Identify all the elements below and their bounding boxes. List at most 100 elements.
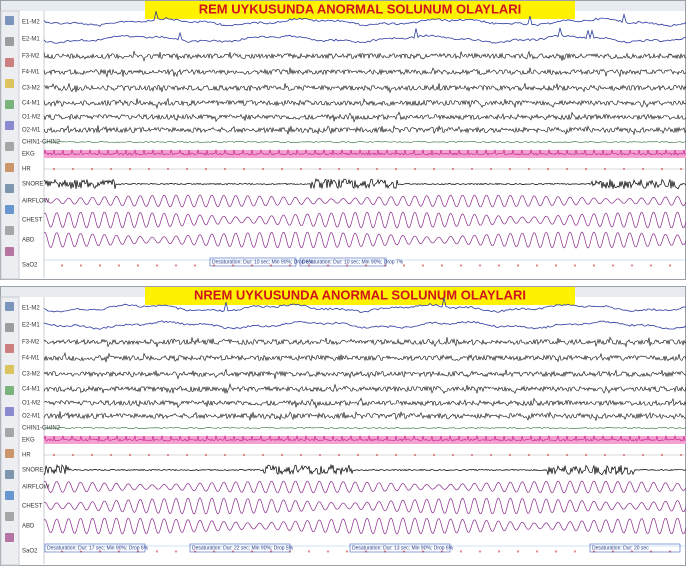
- sao2-marker: *: [232, 264, 235, 271]
- hr-dot: [490, 454, 492, 456]
- sao2-marker: *: [289, 550, 292, 557]
- hr-dot: [585, 454, 587, 456]
- sao2-marker: *: [175, 550, 178, 557]
- hr-dot: [186, 454, 188, 456]
- trace: [43, 148, 686, 156]
- sao2-marker: *: [460, 550, 463, 557]
- tool-icon: [5, 428, 14, 437]
- tool-icon: [5, 512, 14, 521]
- sao2-marker: *: [213, 264, 216, 271]
- sao2-marker: *: [536, 550, 539, 557]
- hr-dot: [357, 454, 359, 456]
- hr-dot: [91, 168, 93, 170]
- hr-dot: [53, 454, 55, 456]
- channel-label: CHEST: [22, 504, 43, 510]
- channel-label: F4-M1: [22, 356, 40, 362]
- sao2-marker: *: [118, 264, 121, 271]
- event-box: [349, 543, 451, 553]
- hr-dot: [604, 454, 606, 456]
- hr-dot: [642, 454, 644, 456]
- panel-title: REM UYKUSUNDA ANORMAL SOLUNUM OLAYLARI: [199, 1, 522, 16]
- sao2-marker: *: [194, 264, 197, 271]
- trace: [43, 336, 686, 348]
- tool-icon: [5, 470, 14, 479]
- trace: [43, 27, 686, 44]
- sao2-marker: *: [308, 264, 311, 271]
- sao2-marker: *: [156, 550, 159, 557]
- trace: [43, 211, 686, 229]
- sao2-marker: *: [422, 550, 425, 557]
- sao2-marker: *: [593, 264, 596, 271]
- trace: [43, 368, 686, 380]
- channel-label: C3-M2: [22, 86, 41, 92]
- sao2-marker: *: [517, 550, 520, 557]
- sao2-marker: *: [251, 264, 254, 271]
- hr-dot: [433, 454, 435, 456]
- hr-dot: [642, 168, 644, 170]
- sao2-marker: *: [650, 550, 653, 557]
- event-label: Desaturation: Dur: 17 sec; Min 90%; Drop…: [47, 545, 149, 551]
- sao2-marker: *: [631, 264, 634, 271]
- hr-dot: [547, 168, 549, 170]
- sao2-marker: *: [574, 264, 577, 271]
- channel-label: HR: [22, 453, 31, 459]
- tool-icon: [5, 449, 14, 458]
- hr-dot: [224, 454, 226, 456]
- channel-label: HR: [22, 167, 31, 173]
- hr-dot: [528, 168, 530, 170]
- sao2-marker: *: [175, 264, 178, 271]
- trace: [43, 480, 686, 494]
- channel-label: F3-M2: [22, 340, 40, 346]
- channel-label: C4-M1: [22, 387, 41, 393]
- sao2-marker: *: [403, 550, 406, 557]
- hr-dot: [414, 454, 416, 456]
- hr-dot: [167, 454, 169, 456]
- sao2-marker: *: [194, 550, 197, 557]
- sao2-marker: *: [555, 264, 558, 271]
- hr-dot: [129, 168, 131, 170]
- tool-icon: [5, 344, 14, 353]
- hr-dot: [566, 168, 568, 170]
- hr-dot: [319, 168, 321, 170]
- channel-label: AIRFLOW: [22, 485, 50, 491]
- sao2-marker: *: [593, 550, 596, 557]
- sao2-marker: *: [365, 264, 368, 271]
- trace: [43, 497, 686, 515]
- sao2-marker: *: [346, 264, 349, 271]
- hr-dot: [623, 168, 625, 170]
- sao2-marker: *: [137, 550, 140, 557]
- sao2-marker: *: [346, 550, 349, 557]
- hr-dot: [585, 168, 587, 170]
- channel-label: SaO2: [22, 263, 38, 269]
- hr-dot: [110, 454, 112, 456]
- channel-label: E2-M1: [22, 37, 40, 43]
- hr-dot: [528, 454, 530, 456]
- sao2-marker: *: [232, 550, 235, 557]
- event-label: Desaturation: Dur: 10 sec; Min 90%; Drop…: [302, 259, 404, 265]
- trace: [43, 141, 686, 143]
- sao2-marker: *: [612, 264, 615, 271]
- hr-dot: [376, 168, 378, 170]
- tool-icon: [5, 37, 14, 46]
- hr-dot: [509, 168, 511, 170]
- sao2-marker: *: [80, 550, 83, 557]
- channel-label: ABD: [22, 238, 35, 244]
- sao2-marker: *: [61, 264, 64, 271]
- channel-label: CHIN1-CHIN2: [22, 426, 61, 432]
- hr-dot: [243, 454, 245, 456]
- sao2-marker: *: [479, 550, 482, 557]
- sao2-marker: *: [156, 264, 159, 271]
- tool-icon: [5, 491, 14, 500]
- hr-dot: [281, 168, 283, 170]
- hr-dot: [395, 168, 397, 170]
- sao2-marker: *: [327, 550, 330, 557]
- trace: [43, 231, 686, 249]
- trace: [43, 178, 686, 190]
- sao2-marker: *: [289, 264, 292, 271]
- trace: [43, 382, 686, 394]
- hr-dot: [471, 454, 473, 456]
- hr-dot: [205, 168, 207, 170]
- sao2-marker: *: [669, 550, 672, 557]
- tool-icon: [5, 407, 14, 416]
- hr-dot: [300, 454, 302, 456]
